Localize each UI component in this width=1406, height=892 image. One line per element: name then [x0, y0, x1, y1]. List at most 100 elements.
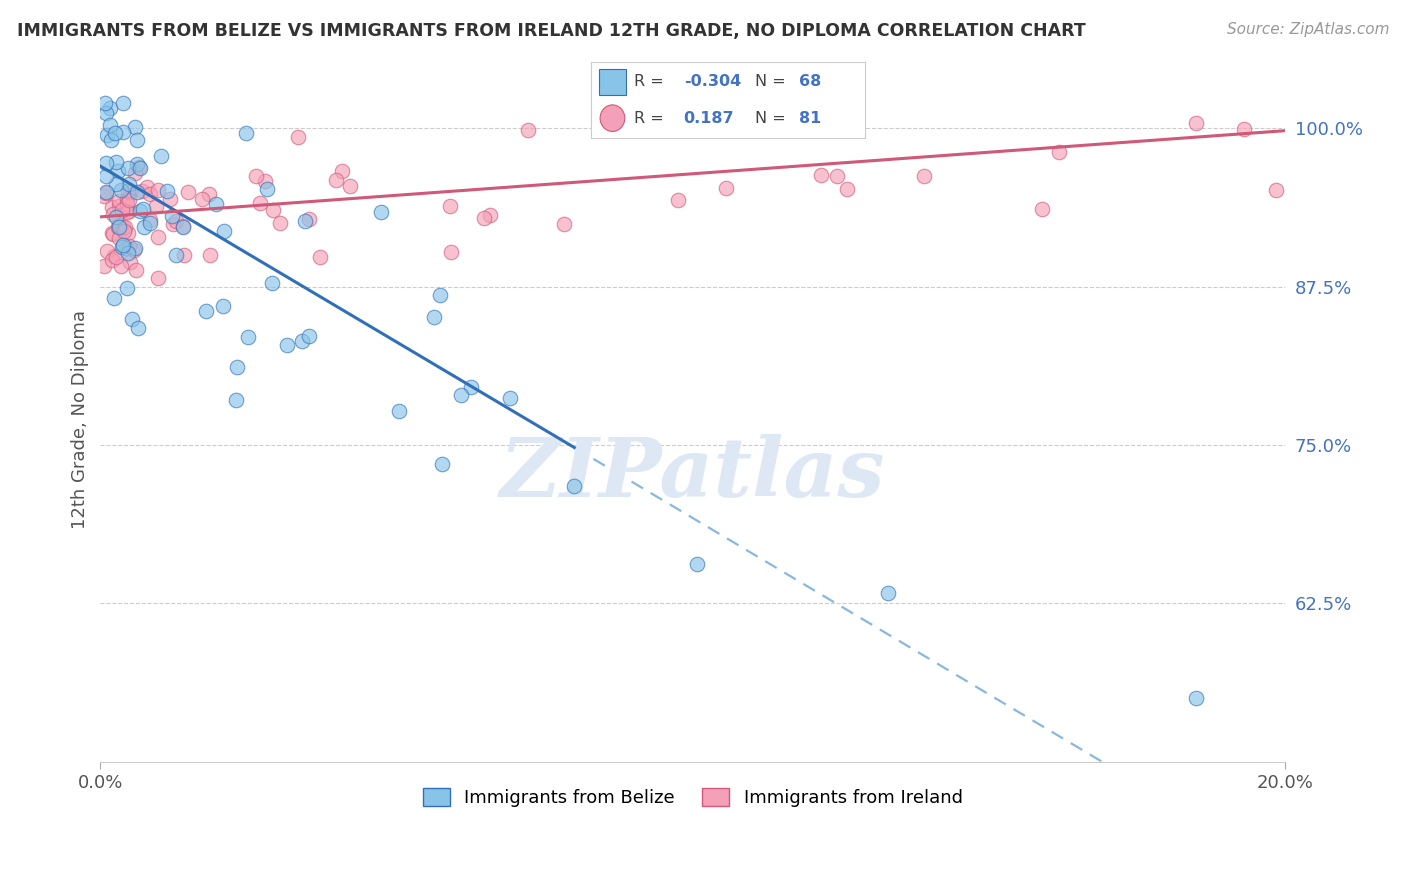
Point — [124, 166, 146, 180]
Point — [118, 193, 141, 207]
Text: N =: N = — [755, 74, 792, 89]
Point — [195, 304, 218, 318]
Point — [121, 312, 143, 326]
Point — [118, 186, 141, 200]
Point — [1185, 116, 1208, 130]
Point — [173, 248, 195, 262]
Point — [96, 244, 118, 259]
Point — [562, 479, 585, 493]
Point — [117, 245, 139, 260]
Point — [330, 164, 353, 178]
Point — [211, 299, 233, 313]
Point — [160, 210, 183, 224]
Point — [238, 330, 260, 344]
Point — [124, 241, 146, 255]
Text: Source: ZipAtlas.com: Source: ZipAtlas.com — [1226, 22, 1389, 37]
Point — [388, 404, 411, 418]
Text: -0.304: -0.304 — [683, 74, 741, 89]
Point — [439, 199, 461, 213]
Point — [124, 243, 146, 257]
Point — [117, 184, 139, 198]
Ellipse shape — [600, 105, 624, 131]
Point — [172, 219, 194, 234]
Point — [146, 183, 169, 197]
Point — [96, 128, 118, 143]
Point — [104, 177, 127, 191]
Point — [98, 118, 121, 132]
Point — [1031, 202, 1053, 216]
Point — [98, 101, 121, 115]
Point — [111, 238, 134, 252]
Point — [105, 154, 128, 169]
Point — [287, 130, 309, 145]
Point — [276, 338, 298, 352]
Point — [139, 216, 162, 230]
Point — [1047, 145, 1070, 160]
Point — [159, 192, 181, 206]
Text: 68: 68 — [799, 74, 821, 89]
Point — [115, 197, 138, 211]
Point — [132, 202, 155, 216]
Point — [101, 200, 124, 214]
Point — [111, 240, 134, 254]
Point — [339, 178, 361, 193]
Point — [100, 226, 122, 240]
Point — [165, 248, 187, 262]
Point — [422, 310, 444, 325]
Point — [101, 207, 124, 221]
Point — [100, 133, 122, 147]
Point — [370, 205, 392, 219]
Point — [127, 321, 149, 335]
Point — [94, 186, 117, 200]
Point — [139, 212, 162, 227]
Point — [112, 220, 135, 235]
Point — [94, 95, 117, 110]
Point — [117, 161, 139, 175]
Point — [225, 393, 247, 408]
Point — [101, 227, 124, 241]
Text: IMMIGRANTS FROM BELIZE VS IMMIGRANTS FROM IRELAND 12TH GRADE, NO DIPLOMA CORRELA: IMMIGRANTS FROM BELIZE VS IMMIGRANTS FRO… — [17, 22, 1085, 40]
Text: 0.187: 0.187 — [683, 111, 734, 126]
Point — [93, 259, 115, 273]
Point — [177, 185, 200, 199]
Point — [172, 219, 194, 234]
Point — [117, 281, 139, 295]
Point — [118, 204, 141, 219]
Point — [835, 182, 858, 196]
Point — [125, 186, 148, 200]
Point — [145, 199, 167, 213]
Point — [876, 585, 898, 599]
Text: N =: N = — [755, 111, 792, 126]
Point — [150, 149, 173, 163]
Point — [101, 253, 124, 268]
Point — [478, 209, 501, 223]
Legend: Immigrants from Belize, Immigrants from Ireland: Immigrants from Belize, Immigrants from … — [416, 781, 970, 814]
Point — [114, 219, 136, 234]
Point — [107, 199, 129, 213]
Point — [430, 458, 453, 472]
Point — [111, 202, 134, 217]
Text: R =: R = — [634, 74, 669, 89]
Point — [115, 205, 138, 219]
Point — [94, 106, 117, 120]
Point — [124, 262, 146, 277]
Point — [1233, 122, 1256, 136]
Point — [103, 250, 125, 264]
Point — [114, 241, 136, 255]
Point — [198, 248, 221, 262]
Point — [165, 214, 187, 228]
Text: ZIPatlas: ZIPatlas — [501, 434, 886, 515]
Point — [107, 219, 129, 234]
Point — [156, 184, 179, 198]
Point — [118, 238, 141, 252]
Point — [460, 380, 482, 394]
Point — [108, 230, 131, 244]
Point — [294, 213, 316, 227]
Point — [129, 204, 152, 219]
Point — [205, 197, 228, 211]
Point — [429, 288, 451, 302]
Point — [104, 126, 127, 140]
Point — [96, 156, 118, 170]
Point — [125, 156, 148, 170]
Point — [110, 259, 132, 273]
